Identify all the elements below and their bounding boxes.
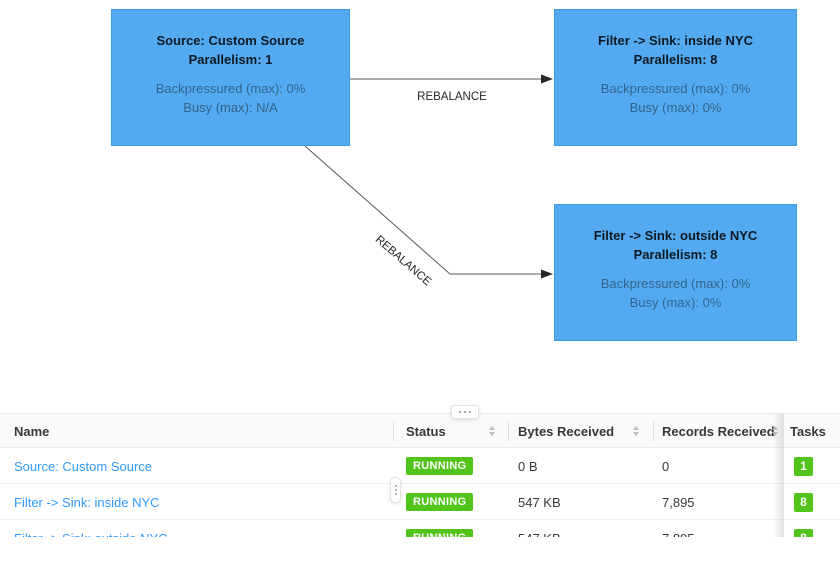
column-header-bytes-received[interactable]: Bytes Received <box>518 423 615 439</box>
edge-label-rebalance-2: REBALANCE <box>372 233 434 289</box>
vertex-table: Name Status Bytes Received Records Recei… <box>0 413 840 537</box>
node-backpressured: Backpressured (max): 0% <box>600 276 751 291</box>
node-title: Source: Custom Source <box>156 33 305 48</box>
bytes-received-value: 547 KB <box>518 520 561 538</box>
ellipsis-icon <box>459 411 461 413</box>
node-parallelism: Parallelism: 8 <box>633 52 718 67</box>
node-backpressured: Backpressured (max): 0% <box>155 81 306 96</box>
column-separator <box>393 421 394 441</box>
column-resize-handle[interactable] <box>390 477 401 503</box>
sort-caret-icon[interactable] <box>489 414 495 448</box>
table-row: Filter -> Sink: outside NYC RUNNING 547 … <box>0 520 840 537</box>
sort-caret-icon[interactable] <box>772 414 778 448</box>
ellipsis-icon <box>469 411 471 413</box>
sort-up-icon <box>772 426 778 430</box>
edge-arrow-icon <box>541 269 553 279</box>
status-badge: RUNNING <box>406 457 474 475</box>
tasks-count-badge: 8 <box>794 492 813 512</box>
vertex-name-link[interactable]: Source: Custom Source <box>14 458 153 474</box>
vertex-name-link[interactable]: Filter -> Sink: inside NYC <box>14 494 160 510</box>
graph-node-source[interactable]: Source: Custom Source Parallelism: 1 Bac… <box>111 9 350 146</box>
table-more-button[interactable] <box>451 405 479 419</box>
column-header-name: Name <box>14 423 50 439</box>
edge-line-rebalance-2 <box>304 145 541 275</box>
column-header-status[interactable]: Status <box>406 423 446 439</box>
table-row: Filter -> Sink: inside NYC RUNNING 547 K… <box>0 484 840 520</box>
bytes-received-value: 0 B <box>518 458 538 474</box>
job-graph: Source: Custom Source Parallelism: 1 Bac… <box>111 9 797 341</box>
drag-handle-icon <box>394 489 397 491</box>
status-badge: RUNNING <box>406 493 474 511</box>
tasks-count-badge: 1 <box>794 456 813 476</box>
node-backpressured: Backpressured (max): 0% <box>600 81 751 96</box>
ellipsis-icon <box>464 411 466 413</box>
sort-up-icon <box>633 426 639 430</box>
node-busy: Busy (max): 0% <box>629 295 722 310</box>
node-busy: Busy (max): N/A <box>183 100 278 115</box>
tasks-count-badge: 8 <box>794 528 813 537</box>
status-badge: RUNNING <box>406 529 474 537</box>
drag-handle-icon <box>394 493 397 495</box>
records-received-value: 7,895 <box>662 494 695 510</box>
column-header-records-received[interactable]: Records Received <box>662 423 775 439</box>
column-separator <box>653 421 654 441</box>
sort-down-icon <box>772 432 778 436</box>
sort-down-icon <box>489 432 495 436</box>
node-parallelism: Parallelism: 8 <box>633 247 718 262</box>
node-title: Filter -> Sink: outside NYC <box>593 228 758 243</box>
sort-down-icon <box>633 432 639 436</box>
records-received-value: 7,895 <box>662 520 695 538</box>
records-received-value: 0 <box>662 458 670 474</box>
edge-arrow-icon <box>541 74 553 84</box>
vertex-name-link[interactable]: Filter -> Sink: outside NYC <box>14 520 168 538</box>
edge-label-rebalance-1: REBALANCE <box>417 91 487 103</box>
node-title: Filter -> Sink: inside NYC <box>598 33 753 48</box>
bytes-received-value: 547 KB <box>518 494 561 510</box>
table-header: Name Status Bytes Received Records Recei… <box>0 414 840 448</box>
graph-node-sink-outside-nyc[interactable]: Filter -> Sink: outside NYC Parallelism:… <box>554 204 797 341</box>
node-busy: Busy (max): 0% <box>629 100 722 115</box>
graph-node-sink-inside-nyc[interactable]: Filter -> Sink: inside NYC Parallelism: … <box>554 9 797 146</box>
node-parallelism: Parallelism: 1 <box>188 52 273 67</box>
sort-caret-icon[interactable] <box>633 414 639 448</box>
table-row: Source: Custom Source RUNNING 0 B 0 1 <box>0 448 840 484</box>
column-header-tasks: Tasks <box>790 423 826 439</box>
column-separator <box>508 421 509 441</box>
sort-up-icon <box>489 426 495 430</box>
drag-handle-icon <box>394 485 397 487</box>
